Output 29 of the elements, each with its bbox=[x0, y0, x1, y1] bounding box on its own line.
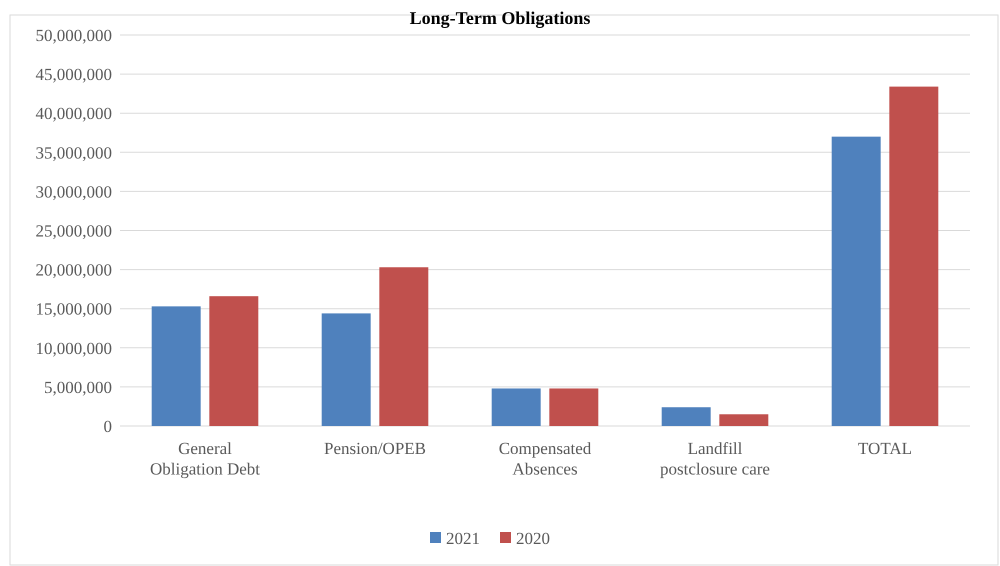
bar bbox=[209, 296, 258, 426]
bar bbox=[379, 267, 428, 426]
bar bbox=[549, 388, 598, 426]
y-tick-label: 15,000,000 bbox=[36, 300, 112, 319]
x-tick-label: Landfill postclosure care bbox=[660, 439, 770, 478]
y-tick-label: 5,000,000 bbox=[44, 378, 112, 397]
bar bbox=[492, 388, 541, 426]
y-tick-label: 50,000,000 bbox=[36, 26, 112, 45]
y-tick-label: 0 bbox=[104, 416, 112, 436]
bar bbox=[832, 136, 881, 426]
legend-label: 2021 bbox=[446, 528, 480, 548]
legend-label: 2020 bbox=[516, 528, 550, 548]
bar bbox=[662, 407, 711, 426]
bar bbox=[322, 313, 371, 426]
chart-title: Long-Term Obligations bbox=[410, 8, 590, 28]
y-tick-label: 10,000,000 bbox=[36, 338, 112, 358]
bar bbox=[719, 414, 768, 426]
y-tick-label: 25,000,000 bbox=[36, 221, 112, 240]
y-tick-label: 20,000,000 bbox=[36, 260, 112, 280]
x-tick-label: Pension/OPEB bbox=[324, 439, 426, 458]
x-tick-label: General Obligation Debt bbox=[150, 439, 260, 478]
y-tick-label: 30,000,000 bbox=[36, 182, 112, 202]
y-tick-label: 40,000,000 bbox=[36, 104, 112, 124]
y-tick-label: 45,000,000 bbox=[36, 65, 112, 84]
x-tick-label: Compensated Absences bbox=[498, 439, 592, 478]
y-tick-label: 35,000,000 bbox=[36, 143, 112, 162]
bar bbox=[889, 86, 938, 426]
x-tick-label: TOTAL bbox=[858, 439, 912, 458]
bar bbox=[152, 306, 201, 426]
